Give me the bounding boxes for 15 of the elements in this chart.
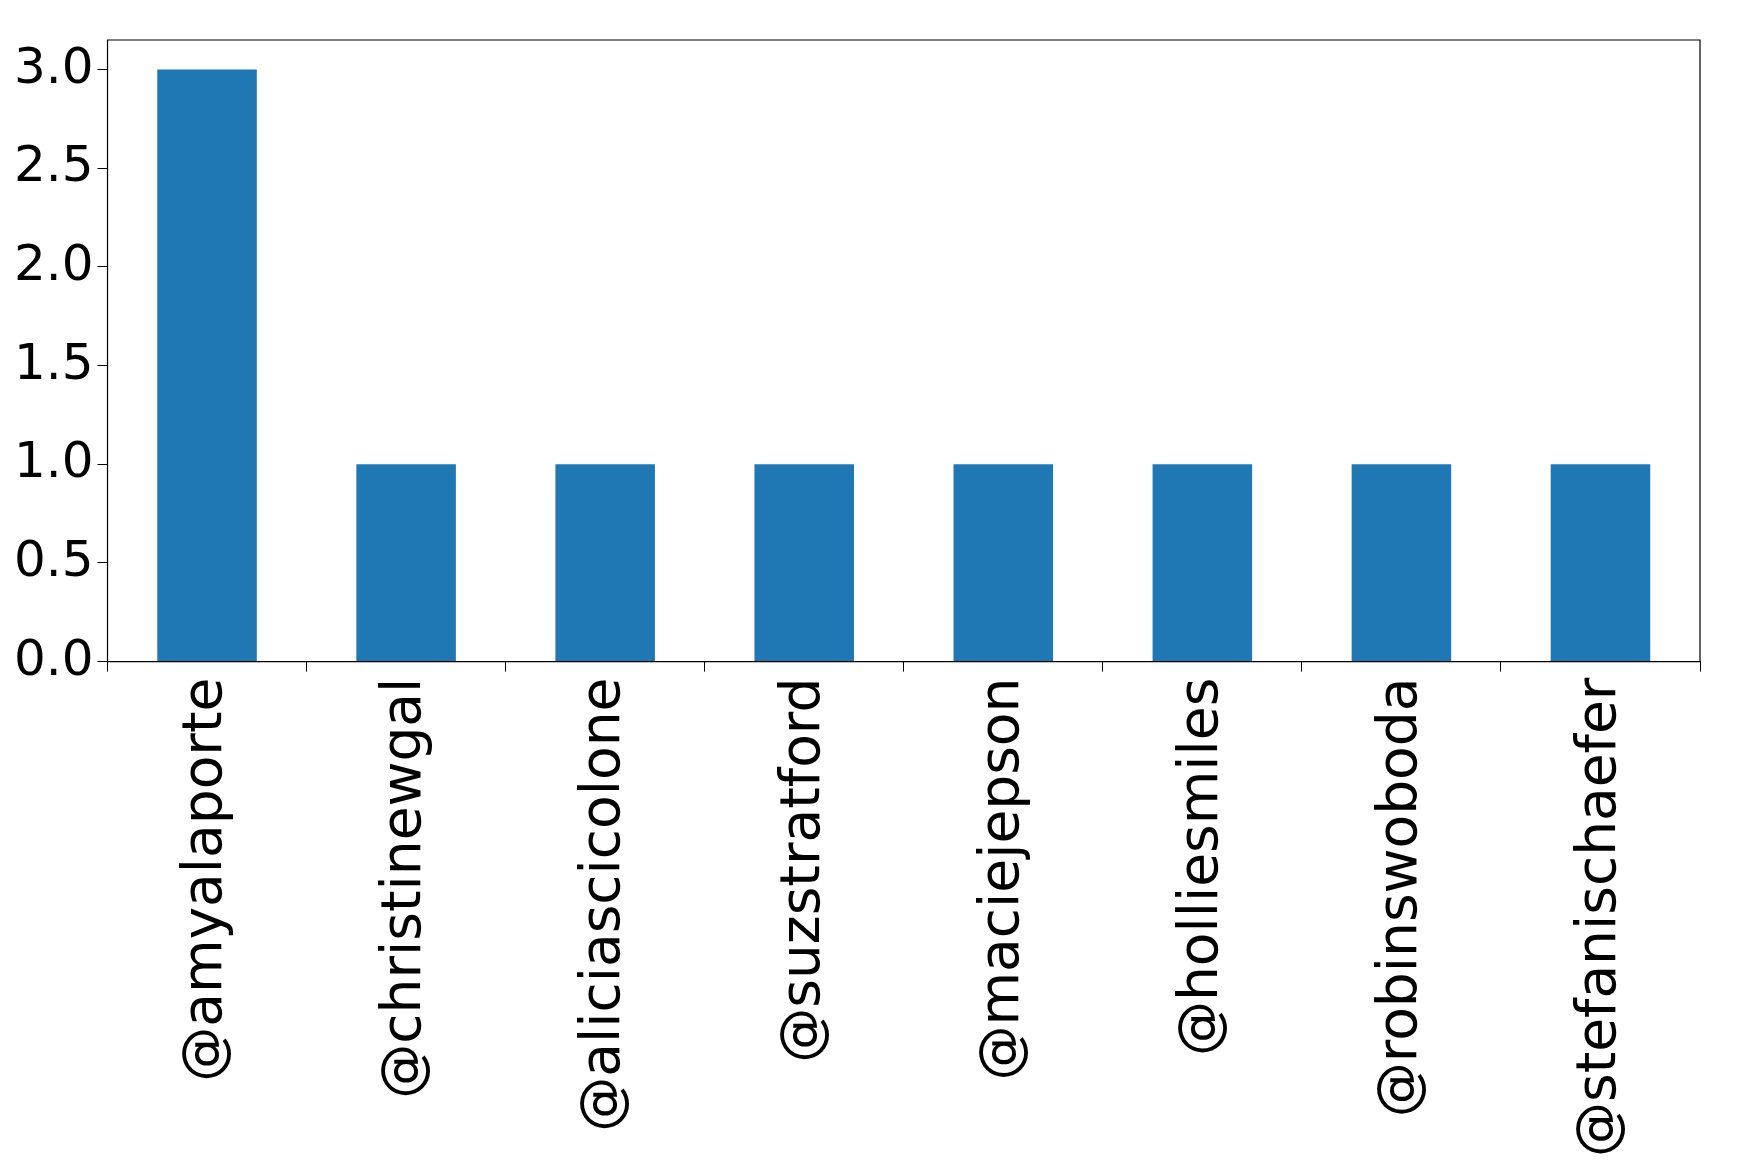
y-tick-label: 1.5 <box>13 332 94 391</box>
y-tick-label: 3.0 <box>13 36 94 95</box>
x-tick-label: @robinswoboda <box>1364 677 1429 1118</box>
x-tick-label: @maciejepson <box>966 677 1031 1081</box>
x-tick-label: @christinewgal <box>369 677 434 1099</box>
x-tick-label: @suzstratford <box>767 677 832 1063</box>
y-tick-label: 2.0 <box>13 233 94 292</box>
x-tick-label: @holliesmiles <box>1165 677 1230 1057</box>
x-tick-label: @stefanischaefer <box>1563 677 1628 1157</box>
x-tick-label: @aliciascicolone <box>568 677 633 1132</box>
y-tick-label: 2.5 <box>13 135 94 194</box>
y-tick-label: 0.5 <box>13 529 94 588</box>
x-tick-label: @amyalaporte <box>170 677 235 1082</box>
y-tick-label: 1.0 <box>13 431 94 490</box>
y-tick-label: 0.0 <box>13 628 94 687</box>
